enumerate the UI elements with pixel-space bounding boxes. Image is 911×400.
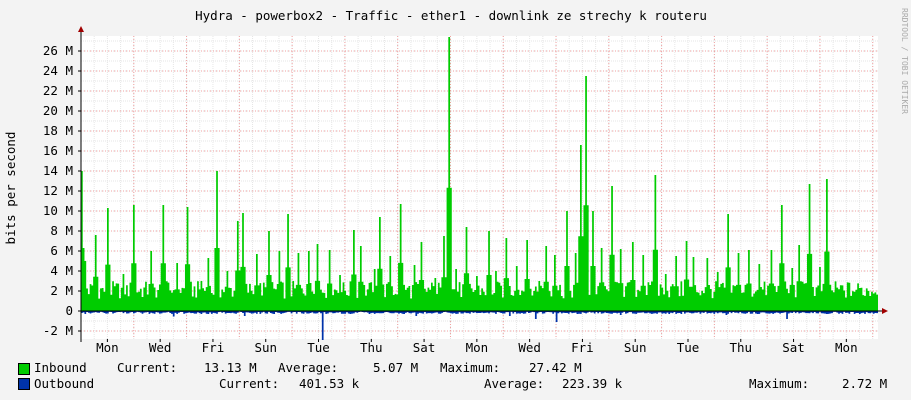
inbound-average-value: 5.07 M (373, 360, 419, 375)
x-tick-label: Fri (571, 340, 594, 355)
x-tick-label: Thu (729, 340, 752, 355)
x-tick-label: Sun (624, 340, 647, 355)
outbound-current-label: Current: (219, 376, 280, 391)
x-axis-arrow (882, 308, 888, 314)
x-tick-label: Thu (360, 340, 383, 355)
y-tick-label: 24 M (43, 63, 73, 78)
x-tick-label: Sun (254, 340, 277, 355)
inbound-current-value: 13.13 M (204, 360, 257, 375)
y-tick-label: 16 M (43, 143, 73, 158)
series-inbound-area (81, 37, 878, 311)
inbound-swatch (18, 363, 30, 375)
y-tick-label: 6 M (50, 243, 73, 258)
inbound-maximum-label: Maximum: (440, 360, 501, 375)
x-tick-label: Mon (835, 340, 858, 355)
x-tick-label: Mon (96, 340, 119, 355)
y-tick-label: 4 M (50, 263, 73, 278)
y-tick-label: 2 M (50, 283, 73, 298)
outbound-current-value: 401.53 k (299, 376, 360, 391)
inbound-legend-name: Inbound (34, 360, 87, 375)
y-tick-label: 22 M (43, 83, 73, 98)
y-tick-label: 26 M (43, 43, 73, 58)
x-tick-label: Wed (149, 340, 172, 355)
x-tick-label: Fri (202, 340, 225, 355)
inbound-maximum-value: 27.42 M (529, 360, 582, 375)
outbound-average-value: 223.39 k (562, 376, 623, 391)
outbound-average-label: Average: (484, 376, 545, 391)
outbound-maximum-value: 2.72 M (842, 376, 888, 391)
x-tick-label: Mon (466, 340, 489, 355)
inbound-current-label: Current: (117, 360, 178, 375)
x-tick-label: Sat (413, 340, 436, 355)
y-axis-label: bits per second (3, 132, 18, 245)
chart-title: Hydra - powerbox2 - Traffic - ether1 - d… (195, 8, 707, 23)
x-tick-label: Tue (677, 340, 700, 355)
x-tick-label: Sat (782, 340, 805, 355)
outbound-legend-name: Outbound (34, 376, 95, 391)
y-tick-label: 20 M (43, 103, 73, 118)
y-tick-label: 18 M (43, 123, 73, 138)
y-tick-label: 12 M (43, 183, 73, 198)
x-tick-label: Tue (307, 340, 330, 355)
watermark: RRDTOOL / TOBI OETIKER (900, 8, 909, 114)
x-tick-label: Wed (518, 340, 541, 355)
y-tick-label: 10 M (43, 203, 73, 218)
outbound-swatch (18, 378, 30, 390)
inbound-average-label: Average: (278, 360, 339, 375)
y-tick-label: 8 M (50, 223, 73, 238)
y-tick-label: -2 M (43, 323, 73, 338)
y-tick-label: 0 (65, 303, 73, 318)
y-tick-label: 14 M (43, 163, 73, 178)
y-axis-arrow (78, 26, 84, 32)
outbound-maximum-label: Maximum: (749, 376, 810, 391)
